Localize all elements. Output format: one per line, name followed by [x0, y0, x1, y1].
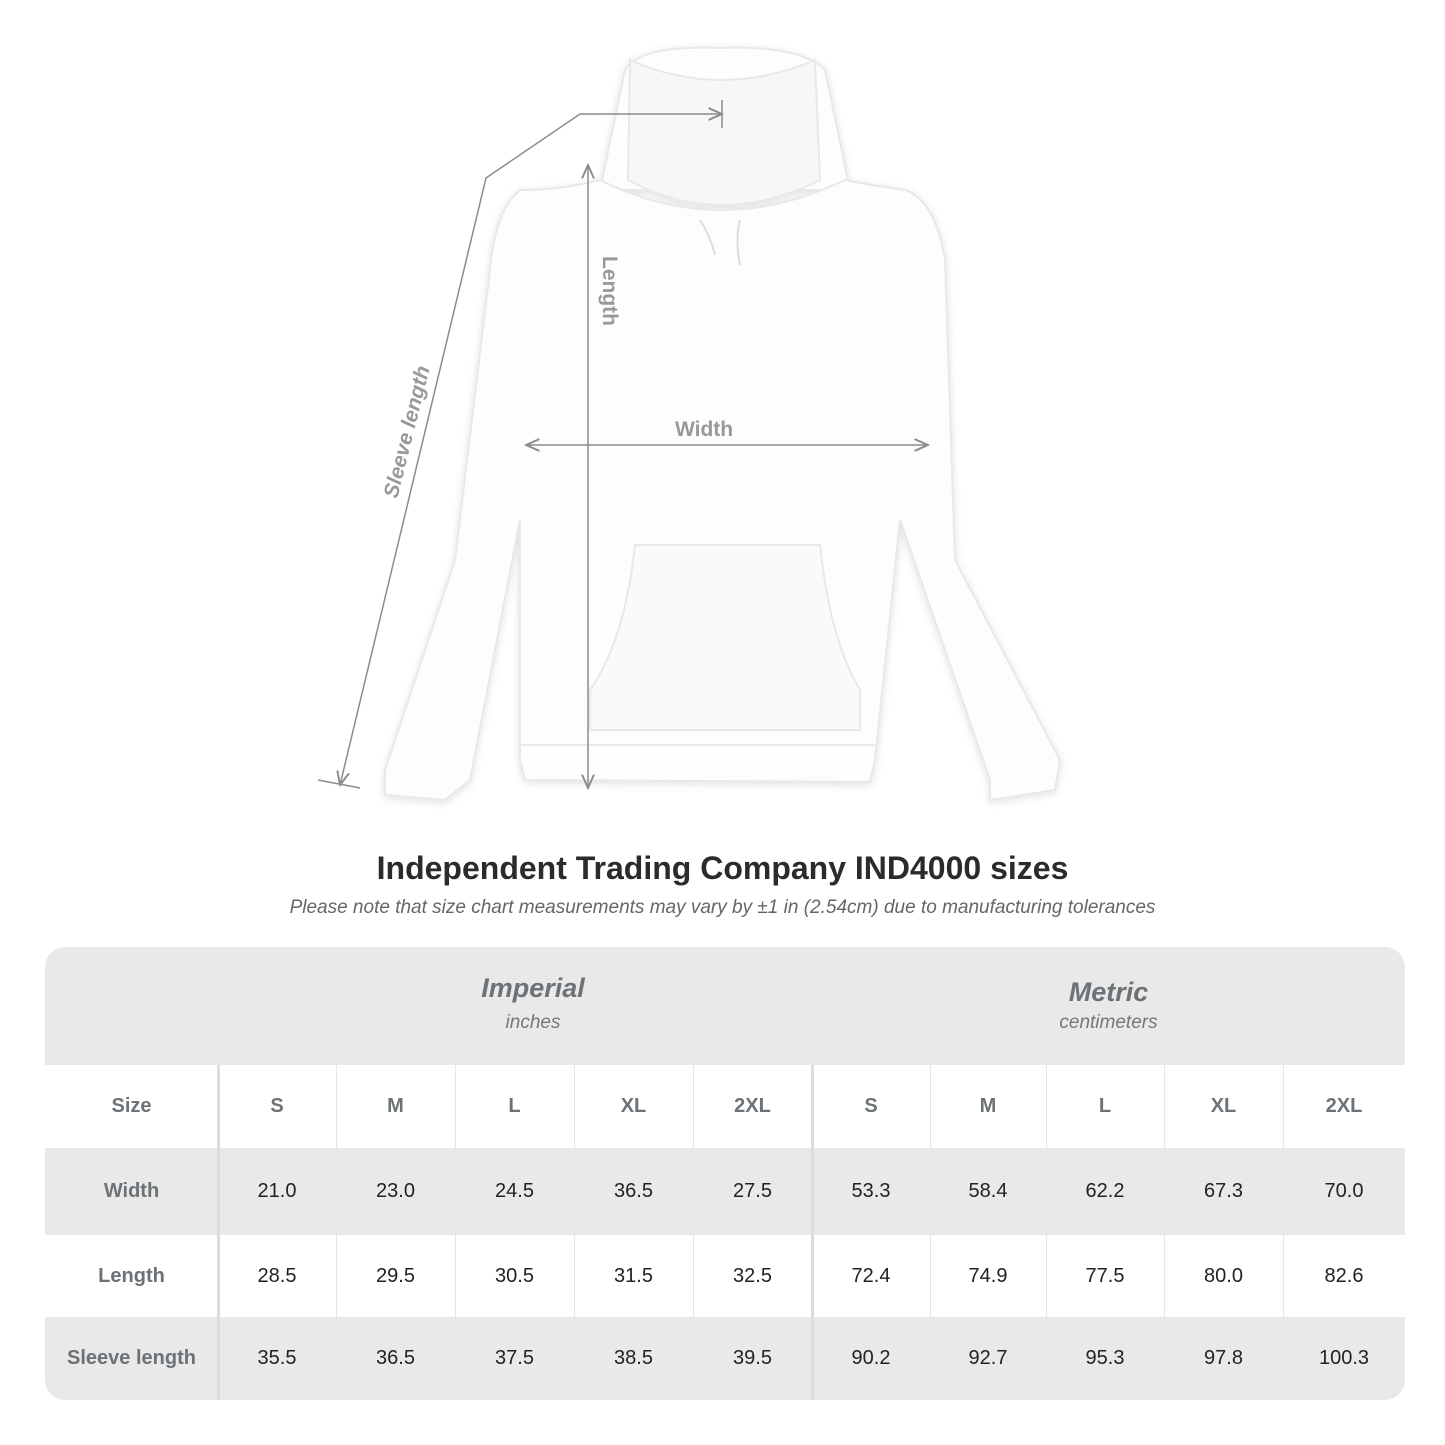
- imperial-value: 24.5: [495, 1180, 534, 1202]
- imperial-value: 30.5: [495, 1264, 534, 1287]
- imperial-value: 31.5: [614, 1264, 653, 1287]
- size-column-header: S: [864, 1095, 878, 1117]
- metric-value: 67.3: [1204, 1180, 1243, 1202]
- size-table: Imperial inches Metric centimeters Size S…: [45, 947, 1405, 1400]
- measurement-arrows: [317, 100, 928, 788]
- metric-value: 95.3: [1085, 1347, 1125, 1369]
- column-divider: [693, 1065, 694, 1400]
- sleeve-arrow: [340, 114, 722, 785]
- table-header-band: [45, 947, 1405, 1065]
- imperial-title: Imperial: [481, 973, 585, 1003]
- imperial-value: 35.5: [257, 1347, 297, 1369]
- column-divider: [1046, 1065, 1047, 1400]
- column-divider: [1164, 1065, 1165, 1400]
- metric-value: 70.0: [1324, 1180, 1364, 1202]
- row-label: Width: [103, 1180, 160, 1202]
- imperial-value: 27.5: [733, 1180, 772, 1202]
- metric-value: 53.3: [851, 1180, 891, 1202]
- imperial-value: 29.5: [376, 1264, 415, 1287]
- metric-value: 100.3: [1318, 1347, 1370, 1369]
- imperial-value: 38.5: [614, 1347, 653, 1369]
- metric-value: 74.9: [968, 1264, 1008, 1287]
- imperial-value: 37.5: [495, 1347, 534, 1369]
- column-divider: [811, 1065, 814, 1400]
- column-divider: [217, 1065, 220, 1400]
- metric-value: 80.0: [1204, 1264, 1243, 1287]
- length-label: Length: [598, 256, 621, 326]
- row-band: [45, 1317, 1405, 1400]
- size-column-header: M: [387, 1095, 404, 1117]
- tolerance-note: Please note that size chart measurements…: [289, 897, 1156, 918]
- column-divider: [574, 1065, 575, 1400]
- imperial-unit: inches: [505, 1012, 561, 1033]
- imperial-value: 39.5: [733, 1347, 772, 1369]
- metric-title: Metric: [1068, 977, 1149, 1007]
- size-header: Size: [111, 1095, 152, 1117]
- size-column-header: S: [270, 1095, 284, 1117]
- size-column-header: XL: [1210, 1095, 1237, 1117]
- row-band: [45, 1148, 1405, 1235]
- row-label: Sleeve length: [67, 1347, 196, 1369]
- metric-value: 92.7: [968, 1347, 1008, 1369]
- imperial-value: 36.5: [376, 1347, 415, 1369]
- metric-value: 72.4: [851, 1264, 891, 1287]
- page-title: Independent Trading Company IND4000 size…: [376, 850, 1069, 886]
- metric-value: 90.2: [851, 1347, 891, 1369]
- column-divider: [455, 1065, 456, 1400]
- size-column-header: M: [979, 1095, 997, 1117]
- imperial-value: 21.0: [257, 1180, 297, 1202]
- metric-unit: centimeters: [1059, 1012, 1158, 1033]
- imperial-value: 32.5: [733, 1264, 772, 1287]
- imperial-value: 36.5: [614, 1180, 653, 1202]
- row-label: Length: [98, 1264, 165, 1287]
- metric-value: 82.6: [1324, 1264, 1364, 1287]
- size-column-header: 2XL: [1325, 1095, 1363, 1117]
- imperial-header: Imperial inches: [218, 947, 848, 1065]
- metric-value: 62.2: [1085, 1180, 1125, 1202]
- imperial-value: 28.5: [257, 1264, 297, 1287]
- column-divider: [336, 1065, 337, 1400]
- metric-value: 97.8: [1204, 1347, 1243, 1369]
- metric-value: 58.4: [968, 1180, 1008, 1202]
- hoodie-diagram: [317, 46, 1062, 802]
- size-column-header: L: [508, 1095, 521, 1117]
- size-column-header: 2XL: [734, 1095, 771, 1117]
- metric-header: Metric centimeters: [812, 947, 1405, 1065]
- size-column-header: L: [1098, 1095, 1112, 1117]
- imperial-value: 23.0: [376, 1180, 415, 1202]
- size-column-header: XL: [620, 1095, 647, 1117]
- metric-value: 77.5: [1085, 1264, 1125, 1287]
- column-divider: [930, 1065, 931, 1400]
- width-label: Width: [675, 418, 734, 441]
- kangaroo-pocket: [589, 544, 861, 731]
- column-divider: [1283, 1065, 1284, 1400]
